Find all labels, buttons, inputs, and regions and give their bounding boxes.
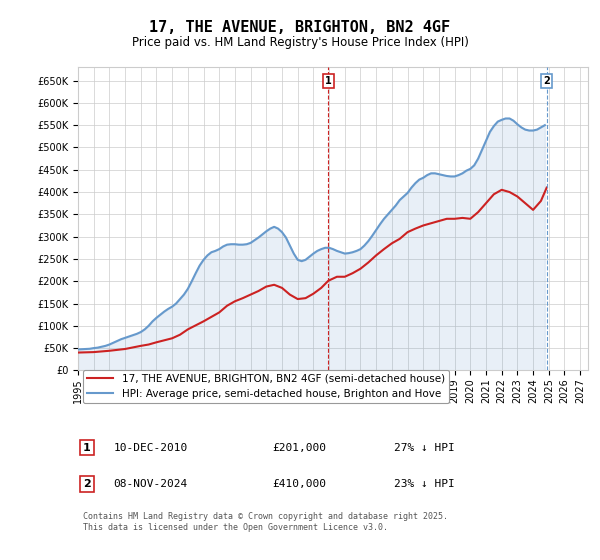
Text: £201,000: £201,000 <box>272 443 326 452</box>
Text: 17, THE AVENUE, BRIGHTON, BN2 4GF: 17, THE AVENUE, BRIGHTON, BN2 4GF <box>149 20 451 35</box>
Text: 2: 2 <box>83 479 91 489</box>
Text: 23% ↓ HPI: 23% ↓ HPI <box>394 479 455 489</box>
Text: 27% ↓ HPI: 27% ↓ HPI <box>394 443 455 452</box>
Text: 1: 1 <box>325 76 332 86</box>
Text: 08-NOV-2024: 08-NOV-2024 <box>114 479 188 489</box>
Text: 1: 1 <box>83 443 91 452</box>
Text: £410,000: £410,000 <box>272 479 326 489</box>
Text: 10-DEC-2010: 10-DEC-2010 <box>114 443 188 452</box>
Legend: 17, THE AVENUE, BRIGHTON, BN2 4GF (semi-detached house), HPI: Average price, sem: 17, THE AVENUE, BRIGHTON, BN2 4GF (semi-… <box>83 370 449 403</box>
Text: 2: 2 <box>544 76 550 86</box>
Text: Contains HM Land Registry data © Crown copyright and database right 2025.
This d: Contains HM Land Registry data © Crown c… <box>83 512 448 531</box>
Text: Price paid vs. HM Land Registry's House Price Index (HPI): Price paid vs. HM Land Registry's House … <box>131 36 469 49</box>
